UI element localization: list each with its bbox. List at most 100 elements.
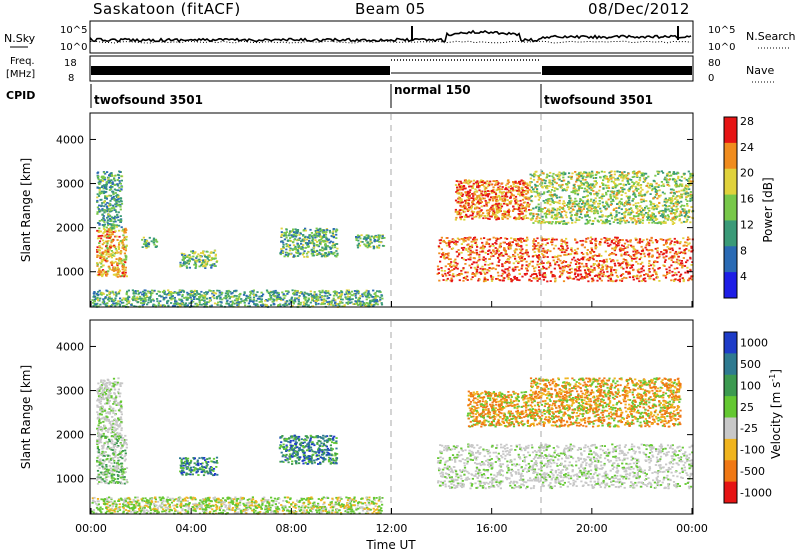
data-cell (506, 217, 509, 220)
data-cell (291, 249, 294, 251)
freq-block-1 (91, 66, 390, 75)
data-cell (610, 280, 613, 282)
data-cell (509, 241, 512, 244)
data-cell (507, 269, 510, 272)
data-cell (629, 255, 632, 258)
data-cell (193, 289, 196, 292)
data-cell (194, 265, 198, 268)
data-cell (465, 180, 468, 183)
data-cell (547, 266, 551, 269)
data-cell (664, 259, 667, 261)
data-cell (464, 206, 467, 209)
data-cell (518, 248, 521, 251)
data-cell (621, 262, 624, 265)
data-cell (202, 264, 205, 267)
data-cell (196, 259, 199, 262)
data-cell (475, 261, 478, 264)
data-cell (532, 248, 535, 251)
data-cell (109, 200, 112, 202)
data-cell (460, 269, 463, 272)
data-cell (114, 260, 117, 263)
data-cell (659, 238, 662, 241)
data-cell (581, 277, 584, 279)
data-cell (182, 264, 185, 267)
data-cell (575, 189, 578, 192)
data-cell (682, 173, 686, 176)
data-cell (289, 230, 292, 233)
data-cell (96, 299, 100, 301)
data-cell (208, 259, 211, 262)
data-cell (632, 183, 635, 185)
data-cell (182, 259, 185, 261)
data-cell (498, 204, 501, 207)
data-cell (482, 280, 486, 283)
data-cell (108, 295, 111, 298)
data-cell (601, 264, 604, 267)
data-cell (648, 277, 651, 280)
data-cell (106, 210, 109, 213)
data-cell (109, 244, 112, 247)
data-cell (560, 238, 563, 241)
data-cell (101, 301, 104, 304)
data-cell (484, 260, 487, 263)
data-cell (362, 302, 365, 304)
data-cell (200, 290, 203, 293)
data-cell (112, 220, 115, 223)
data-cell (640, 270, 643, 273)
data-cell (689, 257, 692, 260)
data-cell (512, 262, 515, 265)
data-cell (558, 265, 561, 268)
data-cell (298, 295, 301, 297)
data-cell (366, 305, 369, 308)
data-cell (569, 207, 572, 209)
data-cell (472, 203, 475, 205)
data-cell (323, 291, 326, 294)
data-cell (677, 271, 680, 274)
data-cell (520, 203, 523, 206)
data-cell (108, 237, 111, 239)
data-cell (542, 254, 545, 256)
data-cell (462, 277, 465, 279)
data-cell (651, 215, 654, 218)
data-cell (456, 267, 459, 270)
data-cell (468, 195, 471, 197)
data-cell (488, 267, 491, 269)
data-cell (640, 213, 643, 216)
data-cell (476, 196, 479, 199)
data-cell (642, 252, 645, 255)
data-cell (532, 215, 535, 217)
data-cell (172, 304, 175, 307)
data-cell (185, 265, 188, 268)
data-cell (481, 181, 484, 183)
data-cell (335, 303, 338, 305)
data-cell (492, 267, 495, 269)
data-cell (187, 262, 190, 265)
data-cell (544, 215, 547, 217)
data-cell (484, 194, 487, 197)
data-cell (122, 297, 125, 300)
data-cell (506, 199, 509, 201)
data-cell (102, 259, 105, 262)
data-cell (481, 265, 484, 268)
data-cell (471, 250, 474, 253)
data-cell (438, 239, 441, 242)
data-cell (193, 263, 196, 266)
data-cell (229, 300, 232, 303)
data-cell (520, 245, 523, 248)
data-cell (502, 213, 505, 216)
data-cell (172, 292, 175, 294)
data-cell (485, 217, 488, 219)
data-cell (364, 304, 367, 307)
data-cell (217, 301, 220, 304)
data-cell (632, 217, 635, 220)
data-cell (585, 274, 588, 276)
data-cell (110, 241, 113, 244)
data-cell (641, 240, 644, 243)
data-cell (601, 260, 604, 263)
data-cell (483, 185, 486, 188)
data-cell (670, 240, 673, 243)
data-cell (606, 242, 609, 245)
data-cell (678, 252, 681, 254)
data-cell (381, 235, 384, 237)
data-cell (279, 305, 282, 308)
